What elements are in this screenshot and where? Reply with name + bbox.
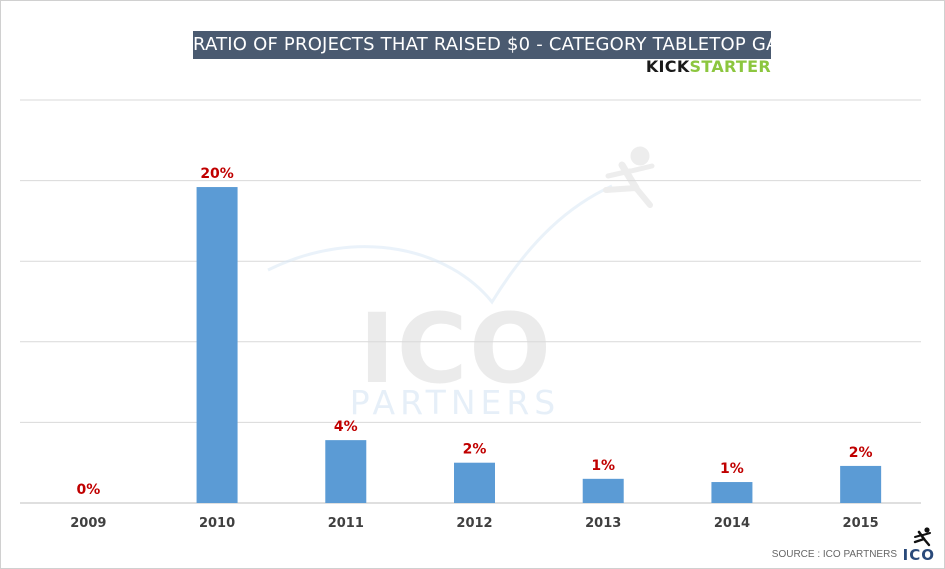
watermark-text-partners: PARTNERS — [350, 383, 560, 422]
bar-2010 — [196, 187, 238, 503]
x-tick-2013: 2013 — [585, 516, 621, 531]
ico-logo: ICO — [902, 546, 935, 564]
x-tick-2009: 2009 — [70, 516, 106, 531]
x-tick-2015: 2015 — [843, 516, 879, 531]
bar-2011 — [325, 440, 367, 503]
watermark-runner-icon — [603, 146, 655, 208]
bar-2012 — [454, 462, 495, 503]
watermark-swoosh — [267, 184, 613, 305]
watermark-text-ico: ICO — [359, 293, 553, 405]
ico-partners-watermark: ICO PARTNERS — [267, 146, 655, 422]
bars — [196, 187, 882, 503]
data-label-2015: 2% — [849, 445, 873, 461]
kickstarter-logo: KICKSTARTER — [646, 57, 771, 76]
x-tick-2012: 2012 — [456, 516, 492, 531]
x-tick-labels: 2009 2010 2011 2012 2013 2014 2015 — [70, 516, 878, 531]
data-label-2009: 0% — [76, 482, 100, 498]
data-label-2013: 1% — [591, 458, 615, 474]
brand-part-kick: KICK — [645, 57, 690, 76]
chart-title: RATIO OF PROJECTS THAT RAISED $0 - CATEG… — [193, 31, 817, 59]
x-tick-2011: 2011 — [328, 516, 364, 531]
source-note: SOURCE : ICO PARTNERS — [771, 549, 897, 560]
data-label-2010: 20% — [200, 166, 234, 182]
data-label-2014: 1% — [720, 461, 744, 477]
x-tick-2010: 2010 — [199, 516, 235, 531]
data-labels: 0% 20% 4% 2% 1% 1% 2% — [76, 166, 872, 498]
bar-2015 — [840, 465, 882, 503]
data-label-2012: 2% — [463, 442, 487, 458]
data-label-2011: 4% — [334, 419, 358, 435]
brand-part-starter: STARTER — [689, 57, 771, 76]
runner-icon — [913, 527, 931, 547]
bar-2013 — [582, 478, 624, 503]
x-tick-2014: 2014 — [714, 516, 750, 531]
bar-2014 — [711, 482, 753, 503]
